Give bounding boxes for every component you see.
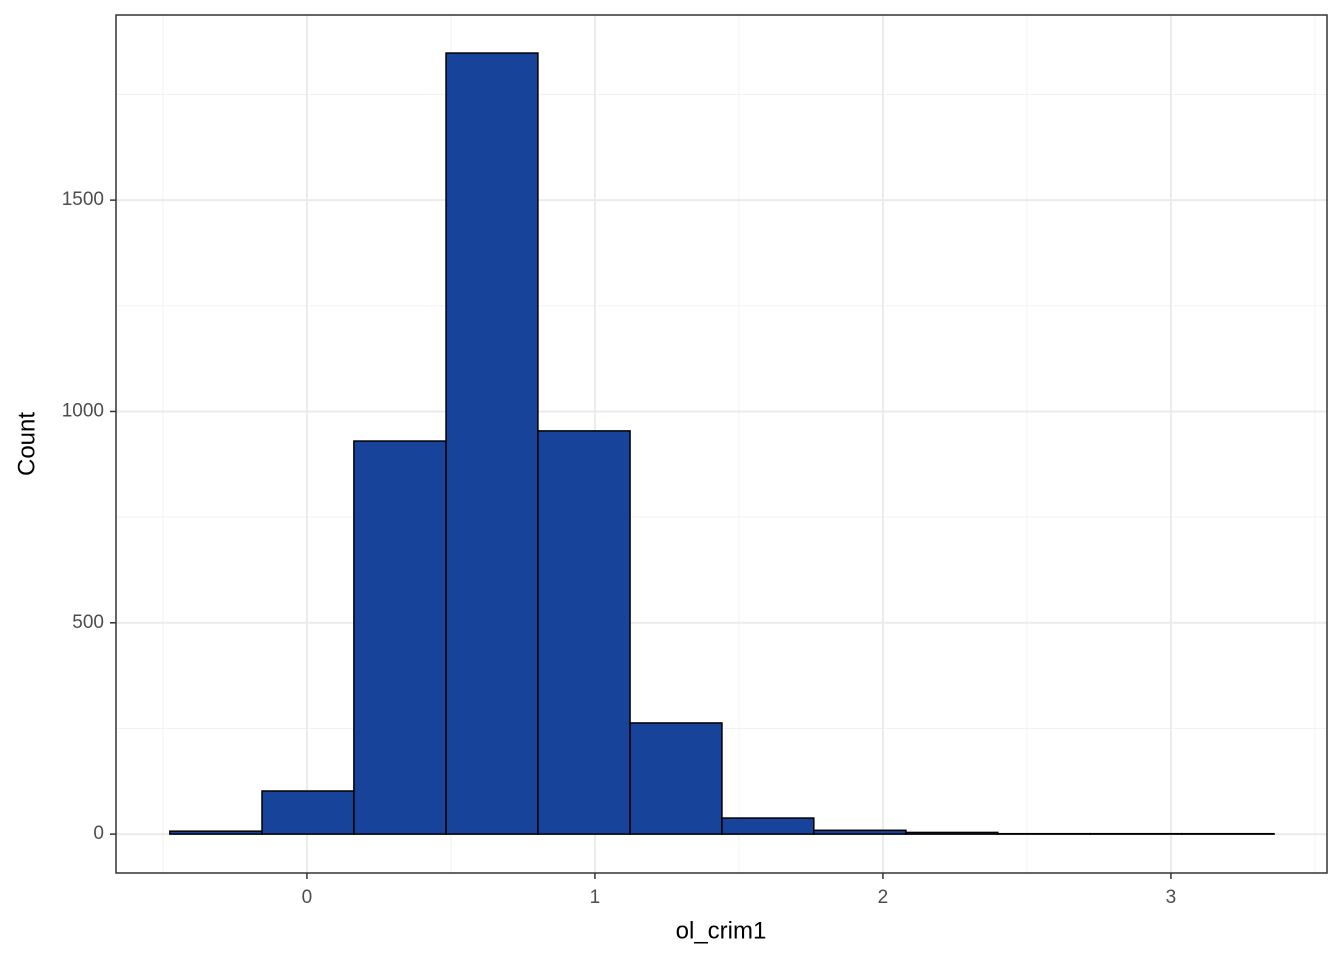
panel-border xyxy=(115,14,1328,874)
bar xyxy=(537,430,631,835)
y-tick-label: 1500 xyxy=(62,189,104,210)
bar xyxy=(261,790,355,835)
bar xyxy=(353,440,447,835)
bar xyxy=(629,722,723,835)
bar xyxy=(905,831,999,835)
y-axis-title: Count xyxy=(13,412,40,476)
bar xyxy=(445,52,539,835)
x-tick-label: 1 xyxy=(590,887,601,908)
x-tick-label: 2 xyxy=(878,887,889,908)
x-tick-label: 3 xyxy=(1166,887,1177,908)
y-tick-label: 0 xyxy=(93,823,104,844)
y-tick-label: 500 xyxy=(72,612,104,633)
x-axis-title: ol_crim1 xyxy=(676,917,767,944)
bar xyxy=(813,829,907,835)
bar xyxy=(721,817,815,835)
bar xyxy=(169,830,263,835)
x-tick-label: 0 xyxy=(302,887,313,908)
y-tick-label: 1000 xyxy=(62,400,104,421)
